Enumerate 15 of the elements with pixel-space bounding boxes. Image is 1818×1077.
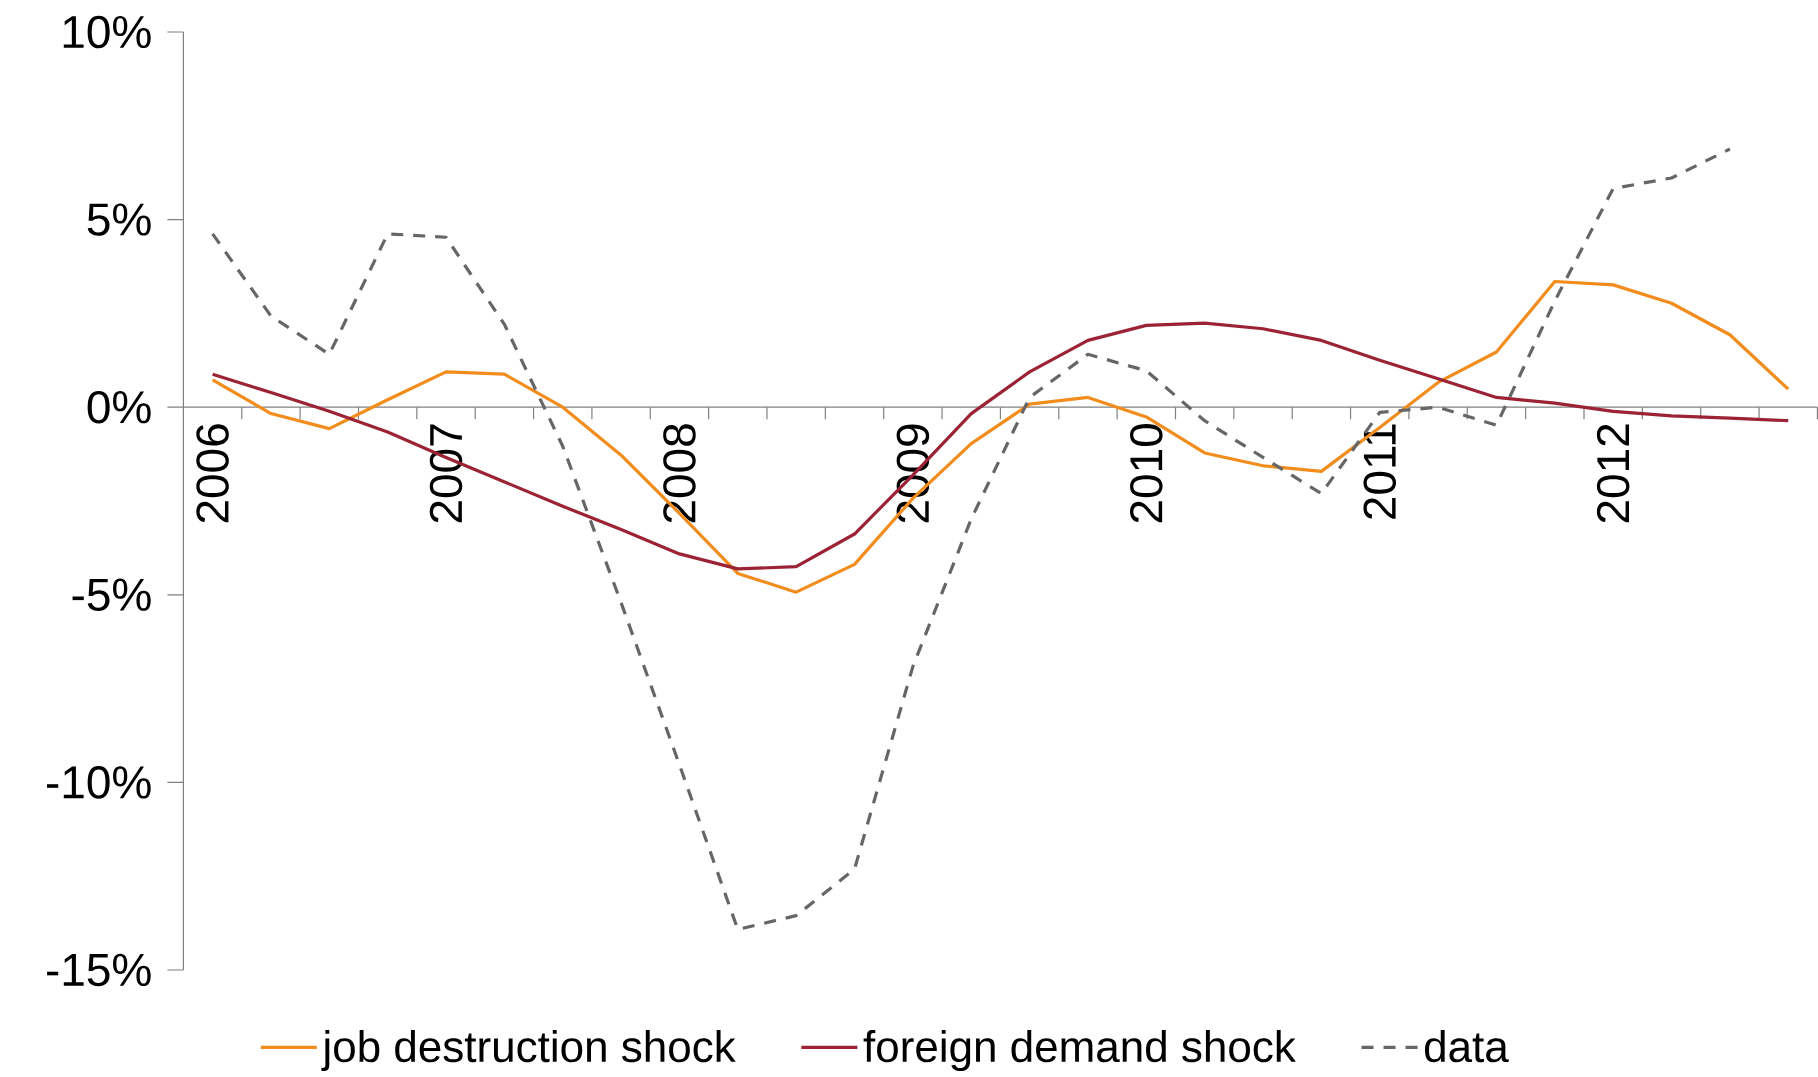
y-tick-label: 0%	[87, 390, 151, 424]
legend-label: foreign demand shock	[863, 1029, 1296, 1071]
y-tick-label: 10%	[63, 15, 151, 49]
legend-label: data	[1424, 1029, 1509, 1063]
legend-label: job destruction shock	[321, 1029, 736, 1071]
x-tick-label: 2008	[663, 424, 696, 523]
x-tick-label: 2006	[196, 424, 229, 523]
x-tick-label: 2007	[429, 424, 463, 523]
y-tick-label: -15%	[46, 953, 151, 987]
x-tick-label: 2012	[1596, 424, 1630, 523]
y-tick-label: -10%	[46, 766, 151, 799]
y-tick-label: 5%	[87, 203, 151, 236]
x-tick-label: 2011	[1363, 424, 1397, 519]
y-tick-label: -5%	[72, 578, 151, 611]
x-tick-label: 2010	[1130, 424, 1163, 523]
